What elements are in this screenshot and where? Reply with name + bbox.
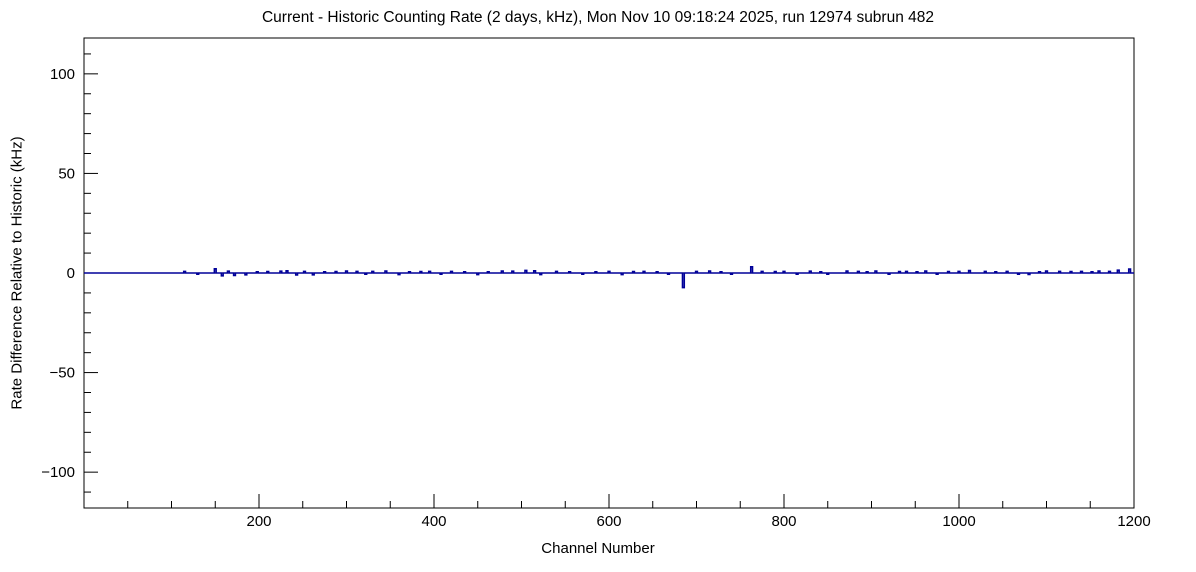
x-axis-title: Channel Number <box>541 540 655 557</box>
y-tick-label: 100 <box>50 66 75 83</box>
x-tick-label: 400 <box>421 513 446 530</box>
data-line <box>84 266 1134 289</box>
y-tick-label: 0 <box>67 265 75 282</box>
x-tick-label: 800 <box>771 513 796 530</box>
x-tick-label: 200 <box>246 513 271 530</box>
x-tick-label: 1000 <box>942 513 975 530</box>
y-tick-label: −50 <box>50 365 75 382</box>
y-tick-label: 50 <box>58 165 75 182</box>
x-tick-label: 1200 <box>1117 513 1150 530</box>
x-tick-label: 600 <box>596 513 621 530</box>
chart-title: Current - Historic Counting Rate (2 days… <box>261 9 935 26</box>
y-axis-title: Rate Difference Relative to Historic (kH… <box>8 136 26 410</box>
y-tick-label: −100 <box>41 464 75 481</box>
